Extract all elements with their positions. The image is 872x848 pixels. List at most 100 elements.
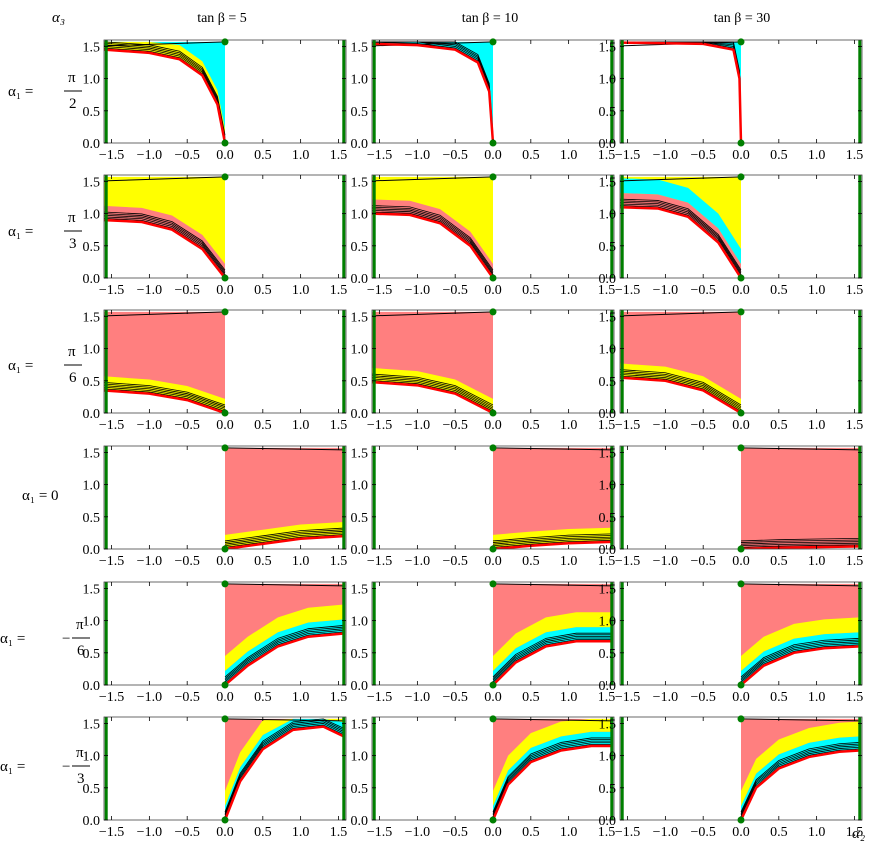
contour-curve: [740, 641, 860, 681]
x-axis-label: α₂: [852, 826, 865, 842]
row-label-4: α₁ = 0: [22, 488, 59, 504]
contour-curve: [104, 388, 226, 412]
region-band: [225, 604, 344, 671]
y-tick-label: 1.5: [83, 582, 101, 597]
contour-curve: [104, 385, 226, 409]
x-tick-label: −1.5: [615, 825, 640, 840]
y-tick-label: 0.0: [599, 814, 617, 829]
contour-curve: [740, 637, 860, 678]
x-tick-label: −1.0: [405, 148, 430, 163]
x-tick-label: −0.5: [442, 418, 467, 433]
x-tick-label: −1.5: [615, 148, 640, 163]
x-tick-label: 1.5: [330, 690, 348, 705]
green-point: [489, 274, 497, 282]
x-tick-label: −1.5: [367, 418, 392, 433]
green-point: [737, 308, 745, 316]
contour-curve: [620, 41, 742, 142]
x-tick-label: 1.0: [808, 148, 826, 163]
x-tick-label: −1.0: [653, 418, 678, 433]
y-tick-label: 1.5: [83, 310, 101, 325]
x-tick-label: −1.0: [653, 825, 678, 840]
x-tick-label: 1.5: [846, 283, 864, 298]
x-tick-label: 1.5: [330, 283, 348, 298]
y-tick-label: 1.5: [599, 310, 617, 325]
contour-curve: [372, 41, 494, 139]
top-curve: [224, 447, 344, 451]
green-point: [737, 444, 745, 452]
x-tick-label: 0.5: [254, 283, 272, 298]
region-band: [741, 617, 860, 671]
x-tick-label: −0.5: [174, 554, 199, 569]
x-tick-label: 1.5: [846, 148, 864, 163]
svg-text:π: π: [76, 617, 84, 633]
contour-curve: [620, 41, 742, 140]
y-tick-label: 1.0: [599, 343, 617, 358]
boundary-curve: [740, 545, 860, 549]
y-tick-label: 0.0: [351, 543, 369, 558]
panel-r6-c2: −1.5 −1.0 −0.5 0.0 0.5 1.0 1.50.00.51.01.5: [351, 715, 615, 840]
x-tick-label: −1.0: [405, 554, 430, 569]
contour-curve: [740, 642, 860, 683]
panel-r2-c1: −1.5 −1.0 −0.5 0.0 0.5 1.0 1.5 0.0 0.5 1.0 1.5: [83, 173, 348, 298]
y-tick-label: 0.5: [599, 782, 617, 797]
panel-r1-c3: −1.5 −1.0 −0.5 0.0 0.5 1.0 1.50.00.51.01.5: [599, 38, 864, 163]
y-tick-label: 0.5: [599, 375, 617, 390]
x-tick-label: −1.0: [137, 825, 162, 840]
green-point: [221, 173, 229, 181]
region-band: [493, 612, 612, 671]
x-tick-label: 0.5: [254, 554, 272, 569]
x-tick-label: −1.5: [99, 283, 124, 298]
panel-r6-c3: −1.5 −1.0 −0.5 0.0 0.5 1.0 1.50.00.51.01.5: [599, 715, 863, 840]
region-fill: [372, 176, 493, 278]
y-tick-label: 0.0: [83, 679, 101, 694]
contour-curve: [492, 742, 612, 817]
contour-curve: [740, 542, 860, 547]
y-tick-label: 1.0: [599, 479, 617, 494]
x-tick-label: −0.5: [174, 418, 199, 433]
top-curve: [372, 311, 494, 317]
row-label-3: α₁ = π 6: [8, 344, 82, 386]
y-axis-label: α₃: [52, 10, 65, 26]
contour-curve: [224, 529, 344, 543]
panel-r3-c3: −1.5 −1.0 −0.5 0.0 0.5 1.0 1.50.00.51.01.5: [599, 308, 863, 433]
contour-curve: [104, 383, 226, 407]
x-tick-label: −0.5: [174, 148, 199, 163]
y-tick-label: 0.5: [83, 105, 101, 120]
x-tick-label: 1.0: [808, 554, 826, 569]
y-tick-label: 1.0: [351, 73, 369, 88]
x-tick-label: −1.0: [137, 554, 162, 569]
x-tick-label: −1.5: [367, 148, 392, 163]
x-tick-label: 1.0: [292, 690, 310, 705]
x-tick-label: −0.5: [442, 690, 467, 705]
x-tick-label: 0.0: [484, 148, 502, 163]
green-point: [489, 580, 497, 588]
contour-curve: [492, 539, 612, 548]
contour-curve: [620, 198, 742, 271]
region-fill: [620, 41, 741, 143]
region-band: [620, 363, 741, 413]
svg-text:α₁ =: α₁ =: [8, 84, 33, 100]
x-tick-label: −1.5: [99, 690, 124, 705]
x-tick-label: −1.5: [367, 690, 392, 705]
x-tick-label: −0.5: [174, 825, 199, 840]
svg-text:3: 3: [77, 771, 85, 787]
y-tick-label: 1.5: [83, 40, 101, 55]
x-tick-label: 1.0: [808, 690, 826, 705]
green-point: [221, 580, 229, 588]
y-tick-label: 0.0: [351, 814, 369, 829]
x-tick-label: 1.0: [808, 825, 826, 840]
contour-curve: [104, 382, 226, 406]
x-tick-label: 1.0: [292, 825, 310, 840]
x-tick-label: −1.0: [137, 418, 162, 433]
x-tick-label: 1.0: [292, 554, 310, 569]
region-band: [225, 718, 344, 806]
y-tick-label: 1.0: [83, 750, 101, 765]
x-tick-label: 0.0: [732, 283, 750, 298]
contour-curve: [620, 375, 742, 412]
y-tick-label: 1.5: [599, 446, 617, 461]
boundary-curve: [224, 632, 344, 685]
x-tick-label: 0.0: [484, 283, 502, 298]
y-tick-label: 1.0: [83, 208, 101, 223]
x-tick-label: −1.0: [405, 825, 430, 840]
x-tick-label: 1.5: [598, 554, 616, 569]
